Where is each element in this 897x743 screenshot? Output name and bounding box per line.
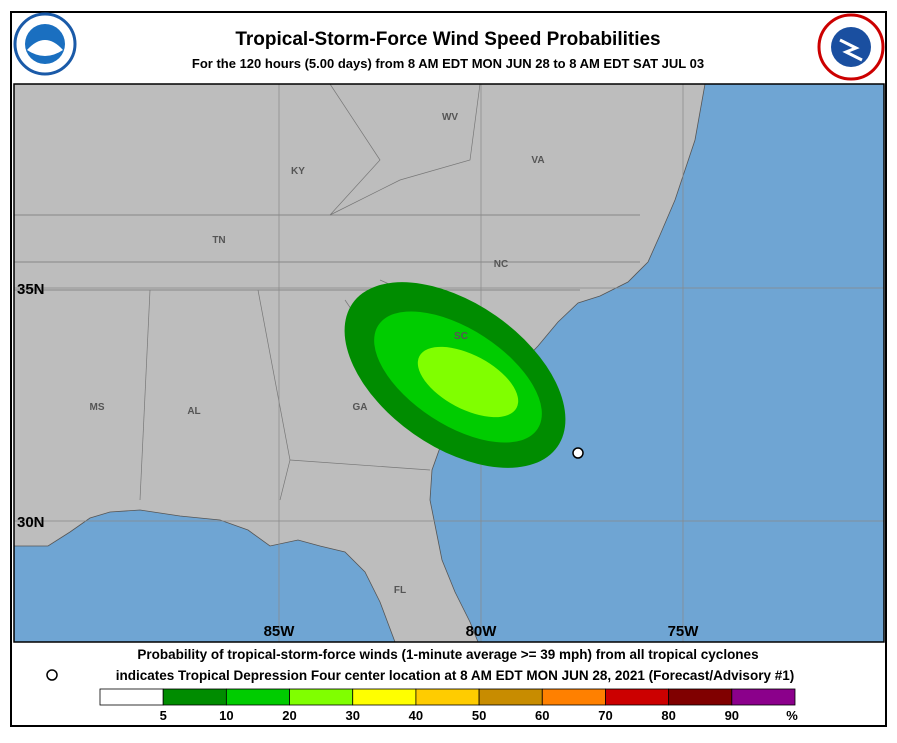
legend-label: 10 xyxy=(219,708,233,723)
marker-key xyxy=(46,669,58,681)
legend-label: 90 xyxy=(725,708,739,723)
legend-swatch xyxy=(731,688,796,706)
legend-swatch xyxy=(225,688,290,706)
footer-line: indicates Tropical Depression Four cente… xyxy=(116,668,794,683)
state-label: MS xyxy=(90,402,105,413)
legend-label: 20 xyxy=(282,708,296,723)
legend-label: 30 xyxy=(345,708,359,723)
legend-swatch xyxy=(605,688,670,706)
legend-label: 5 xyxy=(160,708,167,723)
map: WV VA KY TN NC SC GA AL MS FL 35N 30N 85… xyxy=(14,84,884,642)
legend-swatch xyxy=(352,688,417,706)
lon-label: 80W xyxy=(466,623,498,640)
subtitle: For the 120 hours (5.00 days) from 8 AM … xyxy=(192,56,704,71)
legend-label: % xyxy=(786,708,798,723)
legend-swatch xyxy=(668,688,733,706)
legend-swatch xyxy=(415,688,480,706)
lon-label: 85W xyxy=(264,623,296,640)
lat-label: 30N xyxy=(17,514,45,531)
storm-center xyxy=(572,447,584,459)
lat-label: 35N xyxy=(17,281,45,298)
probability-contours xyxy=(344,282,566,468)
legend-label: 60 xyxy=(535,708,549,723)
legend-swatch xyxy=(541,688,606,706)
map-border xyxy=(13,83,885,643)
state-label: FL xyxy=(394,585,406,596)
state-label: NC xyxy=(494,259,508,270)
state-label: GA xyxy=(353,402,368,413)
title: Tropical-Storm-Force Wind Speed Probabil… xyxy=(235,29,660,50)
legend-label: 40 xyxy=(409,708,423,723)
state-label: WV xyxy=(442,112,458,123)
state-label: TN xyxy=(212,235,225,246)
state-label: KY xyxy=(291,166,305,177)
legend-swatch xyxy=(162,688,227,706)
legend-label: 70 xyxy=(598,708,612,723)
legend-label: 80 xyxy=(661,708,675,723)
lon-label: 75W xyxy=(668,623,700,640)
legend: 5 10 20 30 40 50 60 70 80 90% xyxy=(99,688,798,723)
state-label: VA xyxy=(531,155,544,166)
legend-swatch xyxy=(99,688,164,706)
legend-swatch xyxy=(478,688,543,706)
noaa-logo xyxy=(13,12,77,76)
state-label: AL xyxy=(187,406,200,417)
legend-swatch xyxy=(289,688,354,706)
nws-logo xyxy=(817,13,885,81)
state-label: SC xyxy=(454,331,468,342)
footer-line: Probability of tropical-storm-force wind… xyxy=(137,647,758,662)
legend-label: 50 xyxy=(472,708,486,723)
